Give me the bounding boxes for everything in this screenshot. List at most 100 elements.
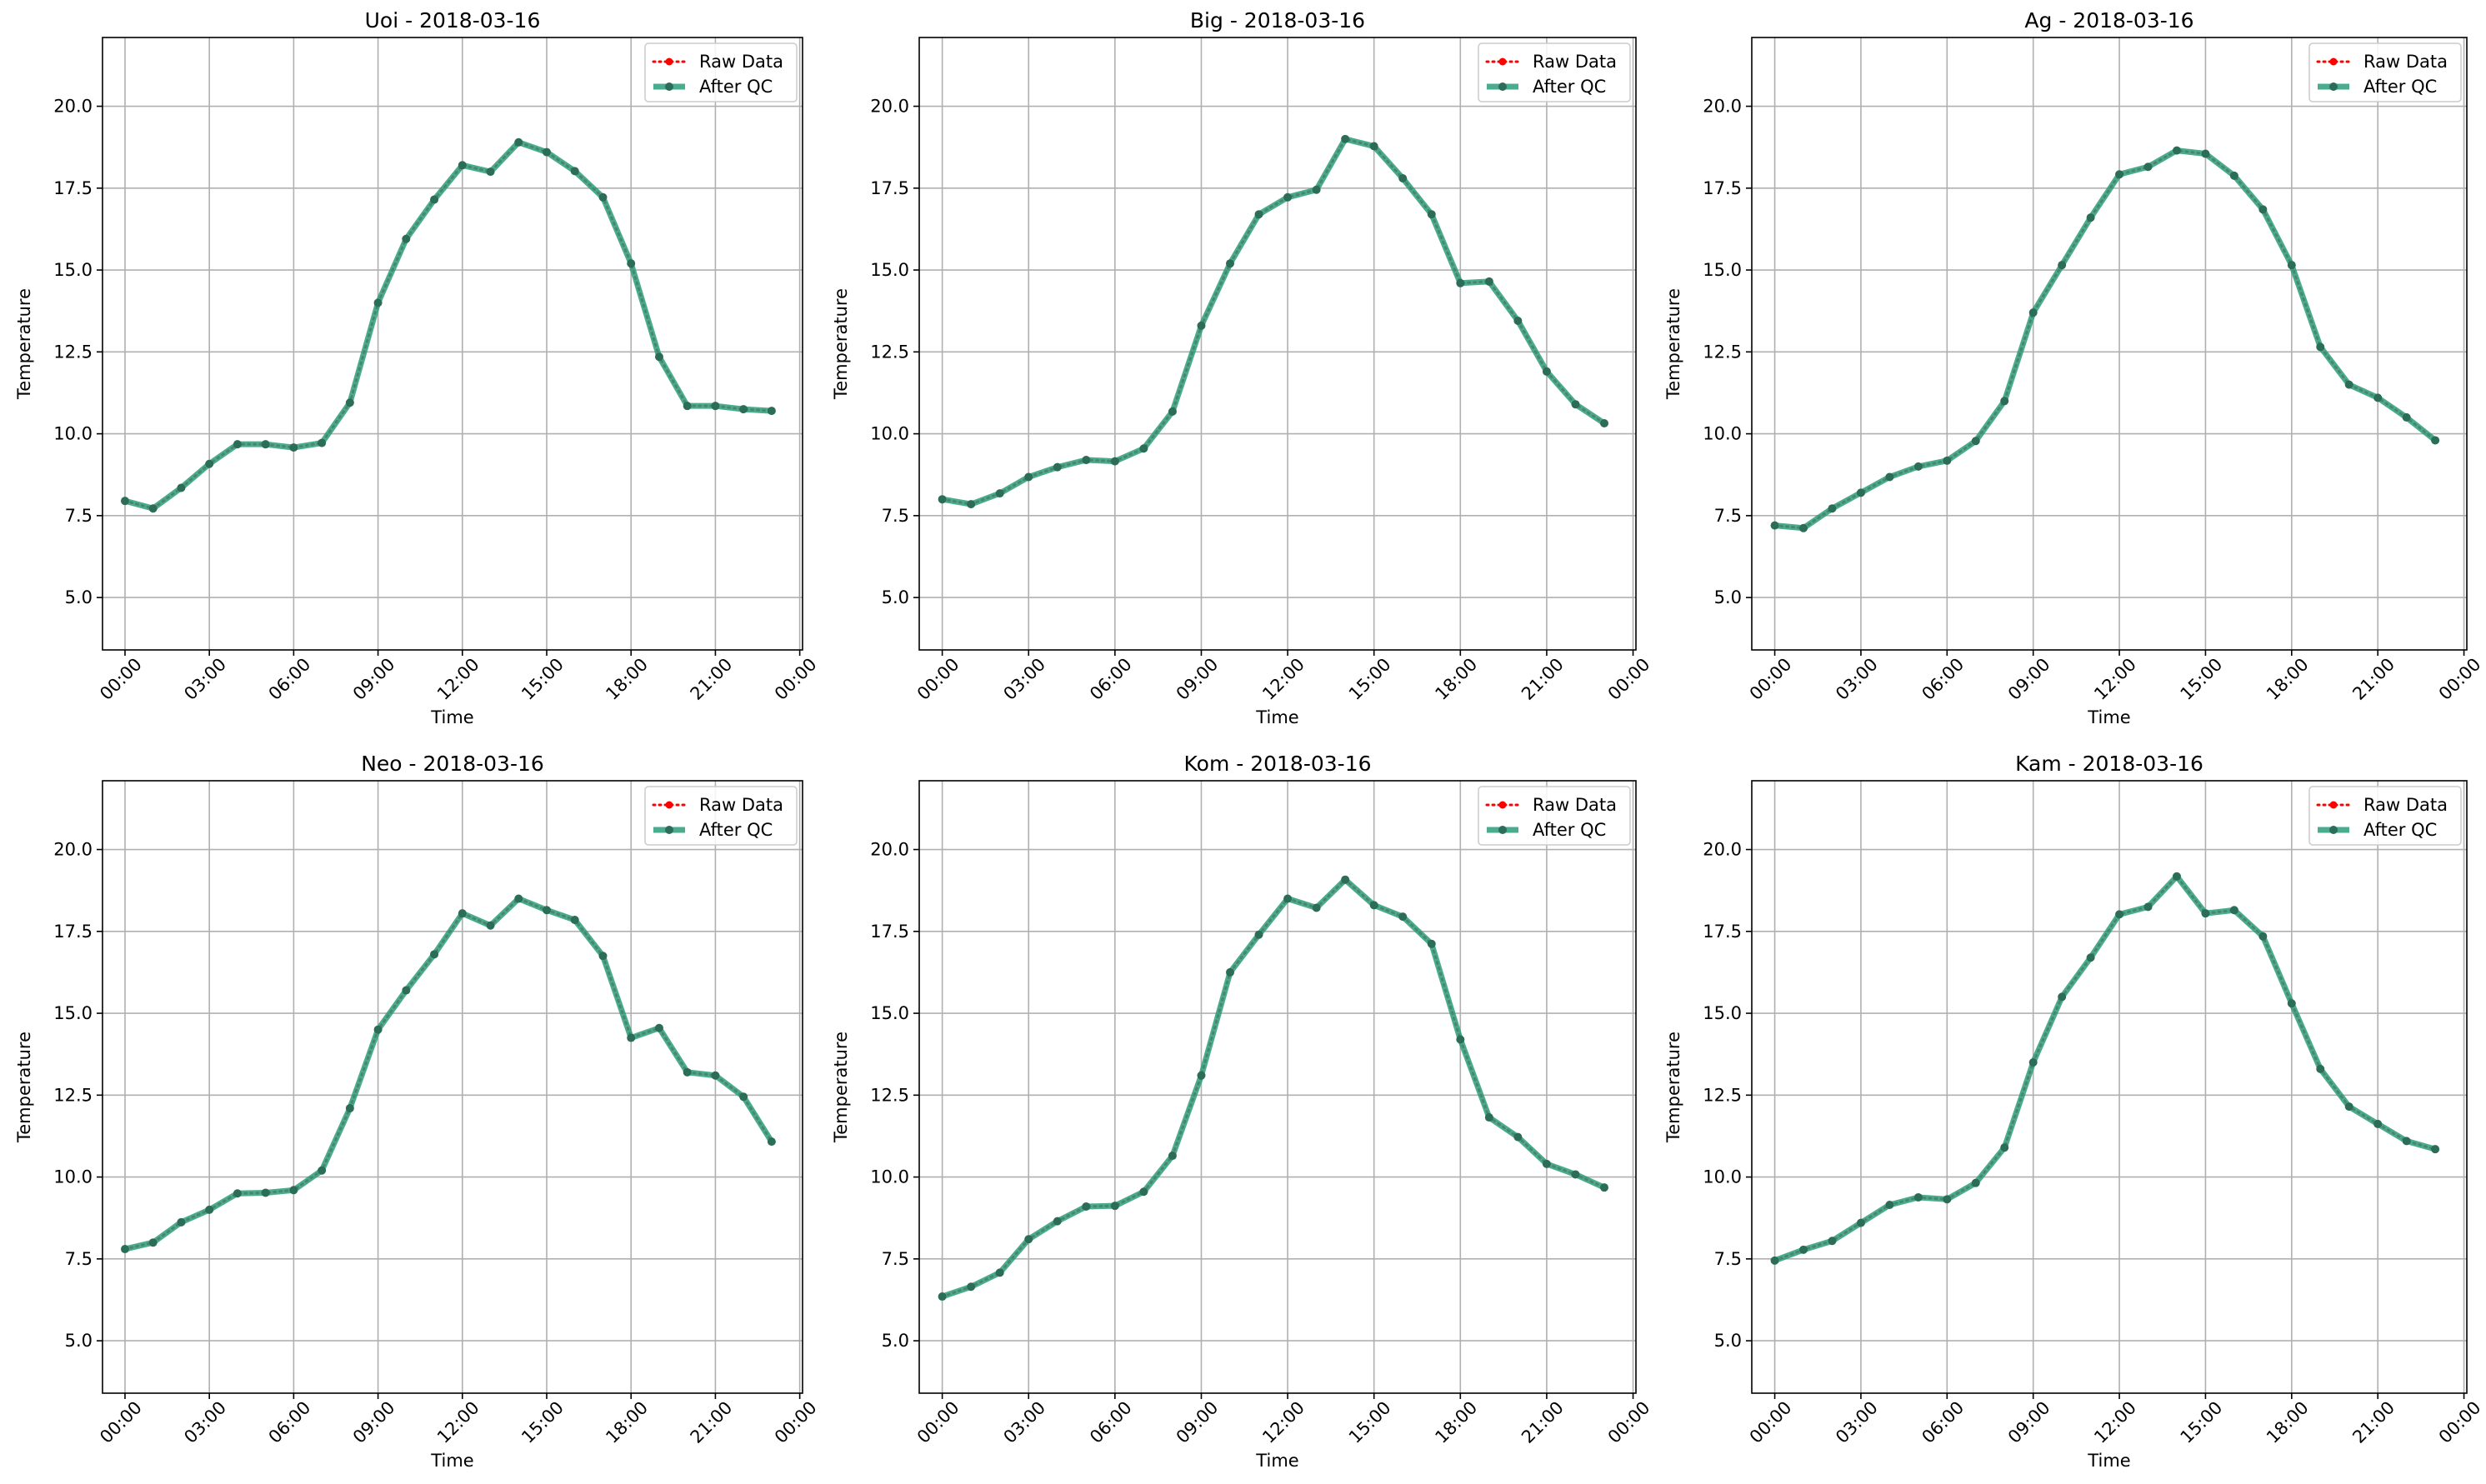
after-qc-point bbox=[261, 1188, 270, 1197]
after-qc-point bbox=[967, 1282, 976, 1292]
axes-frame bbox=[102, 37, 803, 651]
y-tick-label: 20.0 bbox=[53, 97, 93, 117]
after-qc-point bbox=[627, 259, 636, 268]
after-qc-point bbox=[1369, 142, 1378, 151]
x-axis-label: Time bbox=[430, 707, 473, 727]
x-tick-label: 15:00 bbox=[518, 1397, 568, 1447]
legend-raw-marker bbox=[2329, 801, 2338, 809]
x-tick-label: 09:00 bbox=[2004, 1397, 2054, 1447]
x-tick-label: 06:00 bbox=[1918, 1397, 1968, 1447]
after-qc-point bbox=[2431, 436, 2440, 445]
after-qc-point bbox=[1139, 1187, 1148, 1197]
after-qc-point bbox=[1484, 277, 1493, 286]
subplot-3: 00:00 03:00 06:00 09:00 12:00 15:00 18:00 21:00… bbox=[14, 752, 821, 1471]
after-qc-line bbox=[1772, 873, 2438, 1264]
x-tick-label: 09:00 bbox=[2004, 654, 2054, 704]
after-qc-point bbox=[1856, 1218, 1865, 1227]
subplot-5: 00:00 03:00 06:00 09:00 12:00 15:00 18:00 21:00… bbox=[1663, 752, 2484, 1471]
after-qc-point bbox=[739, 405, 748, 414]
after-qc-point bbox=[570, 167, 579, 176]
y-tick-label: 12.5 bbox=[53, 342, 93, 362]
after-qc-point bbox=[767, 407, 776, 416]
x-tick-label: 15:00 bbox=[2177, 1397, 2227, 1447]
chart-title: Big - 2018-03-16 bbox=[1190, 8, 1365, 32]
after-qc-point bbox=[2028, 308, 2038, 317]
x-tick-label: 12:00 bbox=[2090, 654, 2140, 704]
after-qc-point bbox=[1197, 321, 1206, 330]
after-qc-point bbox=[1398, 174, 1408, 183]
y-tick-label: 5.0 bbox=[1714, 1331, 1742, 1351]
after-qc-point bbox=[1770, 1256, 1779, 1265]
after-qc-point bbox=[261, 440, 270, 449]
subplot-2: 00:00 03:00 06:00 09:00 12:00 15:00 18:00 21:00… bbox=[1663, 8, 2484, 727]
after-qc-point bbox=[2344, 1102, 2353, 1112]
legend-qc-marker bbox=[665, 82, 673, 91]
after-qc-point bbox=[1312, 903, 1321, 912]
after-qc-line bbox=[939, 136, 1608, 507]
x-tick-label: 06:00 bbox=[1918, 654, 1968, 704]
x-tick-label: 18:00 bbox=[602, 654, 652, 704]
x-tick-label: 00:00 bbox=[771, 654, 821, 704]
after-qc-point bbox=[148, 1238, 158, 1247]
y-tick-label: 12.5 bbox=[53, 1085, 93, 1105]
y-tick-label: 15.0 bbox=[870, 260, 909, 280]
after-qc-point bbox=[1168, 407, 1177, 416]
x-tick-label: 21:00 bbox=[687, 1397, 737, 1447]
after-qc-point bbox=[345, 1104, 354, 1113]
after-qc-point bbox=[318, 1166, 327, 1175]
after-qc-point bbox=[2373, 393, 2383, 402]
after-qc-point bbox=[739, 1092, 748, 1102]
after-qc-line bbox=[122, 895, 775, 1252]
after-qc-point bbox=[1139, 444, 1148, 453]
x-tick-label: 00:00 bbox=[771, 1397, 821, 1447]
y-tick-label: 15.0 bbox=[870, 1003, 909, 1023]
x-tick-label: 09:00 bbox=[349, 1397, 399, 1447]
x-tick-label: 00:00 bbox=[913, 654, 963, 704]
legend-qc-marker bbox=[2329, 82, 2338, 91]
after-qc-point bbox=[1283, 894, 1293, 903]
after-qc-point bbox=[1024, 1235, 1033, 1244]
legend-raw-marker bbox=[2329, 57, 2338, 66]
after-qc-point bbox=[289, 1186, 298, 1195]
x-axis-label: Time bbox=[430, 1451, 473, 1471]
after-qc-point bbox=[1427, 210, 1436, 219]
x-tick-label: 03:00 bbox=[999, 1397, 1049, 1447]
x-tick-label: 06:00 bbox=[265, 654, 315, 704]
x-tick-label: 12:00 bbox=[2090, 1397, 2140, 1447]
after-qc-point bbox=[1484, 1113, 1493, 1122]
subplot-1: 00:00 03:00 06:00 09:00 12:00 15:00 18:00 21:00… bbox=[831, 8, 1653, 727]
y-tick-label: 15.0 bbox=[53, 1003, 93, 1023]
after-qc-line bbox=[1772, 147, 2438, 532]
y-tick-label: 7.5 bbox=[882, 506, 909, 526]
y-tick-label: 17.5 bbox=[1703, 178, 1742, 198]
legend-qc-label: After QC bbox=[699, 820, 773, 840]
after-qc-point bbox=[627, 1033, 636, 1042]
axes-frame bbox=[918, 37, 1637, 651]
y-tick-label: 5.0 bbox=[1714, 587, 1742, 607]
after-qc-point bbox=[2058, 992, 2067, 1002]
after-qc-point bbox=[514, 894, 523, 903]
after-qc-point bbox=[1600, 419, 1609, 428]
y-axis-label: Temperature bbox=[14, 1032, 34, 1143]
after-qc-point bbox=[486, 167, 495, 177]
after-qc-line bbox=[939, 877, 1608, 1300]
after-qc-point bbox=[205, 459, 214, 468]
after-qc-point bbox=[345, 398, 354, 407]
after-qc-point bbox=[543, 906, 552, 915]
x-tick-label: 00:00 bbox=[2435, 1397, 2485, 1447]
y-tick-label: 20.0 bbox=[1703, 840, 1742, 860]
x-tick-label: 06:00 bbox=[1086, 1397, 1136, 1447]
after-qc-point bbox=[1943, 1195, 1952, 1204]
after-qc-point bbox=[1168, 1152, 1177, 1161]
after-qc-point bbox=[1283, 192, 1293, 202]
legend-qc-label: After QC bbox=[1533, 77, 1606, 97]
after-qc-point bbox=[2172, 872, 2181, 881]
after-qc-point bbox=[2431, 1145, 2440, 1154]
y-tick-label: 7.5 bbox=[65, 1249, 93, 1269]
subplot-4: 00:00 03:00 06:00 09:00 12:00 15:00 18:00 21:00… bbox=[831, 752, 1653, 1471]
after-qc-point bbox=[1799, 1245, 1808, 1254]
after-qc-point bbox=[177, 1217, 186, 1227]
x-tick-label: 06:00 bbox=[1086, 654, 1136, 704]
x-tick-label: 21:00 bbox=[1518, 1397, 1568, 1447]
legend-qc-marker bbox=[2329, 826, 2338, 834]
